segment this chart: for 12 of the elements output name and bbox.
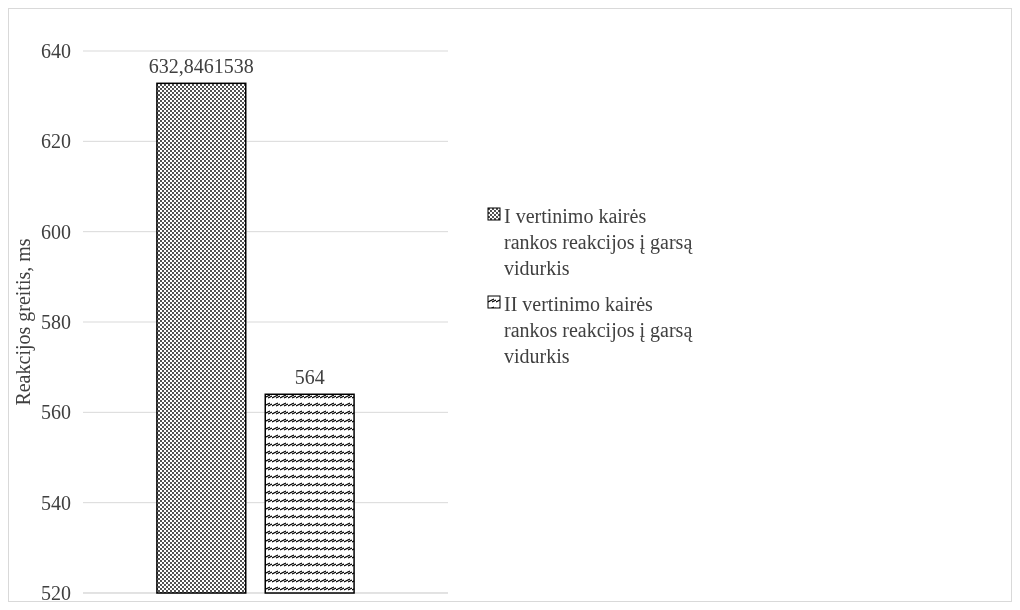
y-tick-label: 620 bbox=[41, 130, 71, 153]
y-tick-label: 640 bbox=[41, 40, 71, 62]
y-tick-label: 560 bbox=[41, 401, 71, 424]
y-tick-label: 540 bbox=[41, 491, 71, 514]
y-tick-label: 580 bbox=[41, 311, 71, 333]
data-label: 632,8461538 bbox=[148, 55, 254, 78]
legend-label: II vertinimo kairės rankos reakcijos į garsą vidurkis bbox=[504, 293, 694, 367]
y-tick-label: 520 bbox=[41, 582, 71, 604]
y-tick-label: 600 bbox=[41, 220, 71, 243]
y-axis-title: Reakcijos greitis, ms bbox=[12, 238, 35, 406]
legend-label: I vertinimo kairės rankos reakcijos į garsą vidurkis bbox=[504, 205, 694, 279]
data-label: 564 bbox=[294, 366, 325, 389]
